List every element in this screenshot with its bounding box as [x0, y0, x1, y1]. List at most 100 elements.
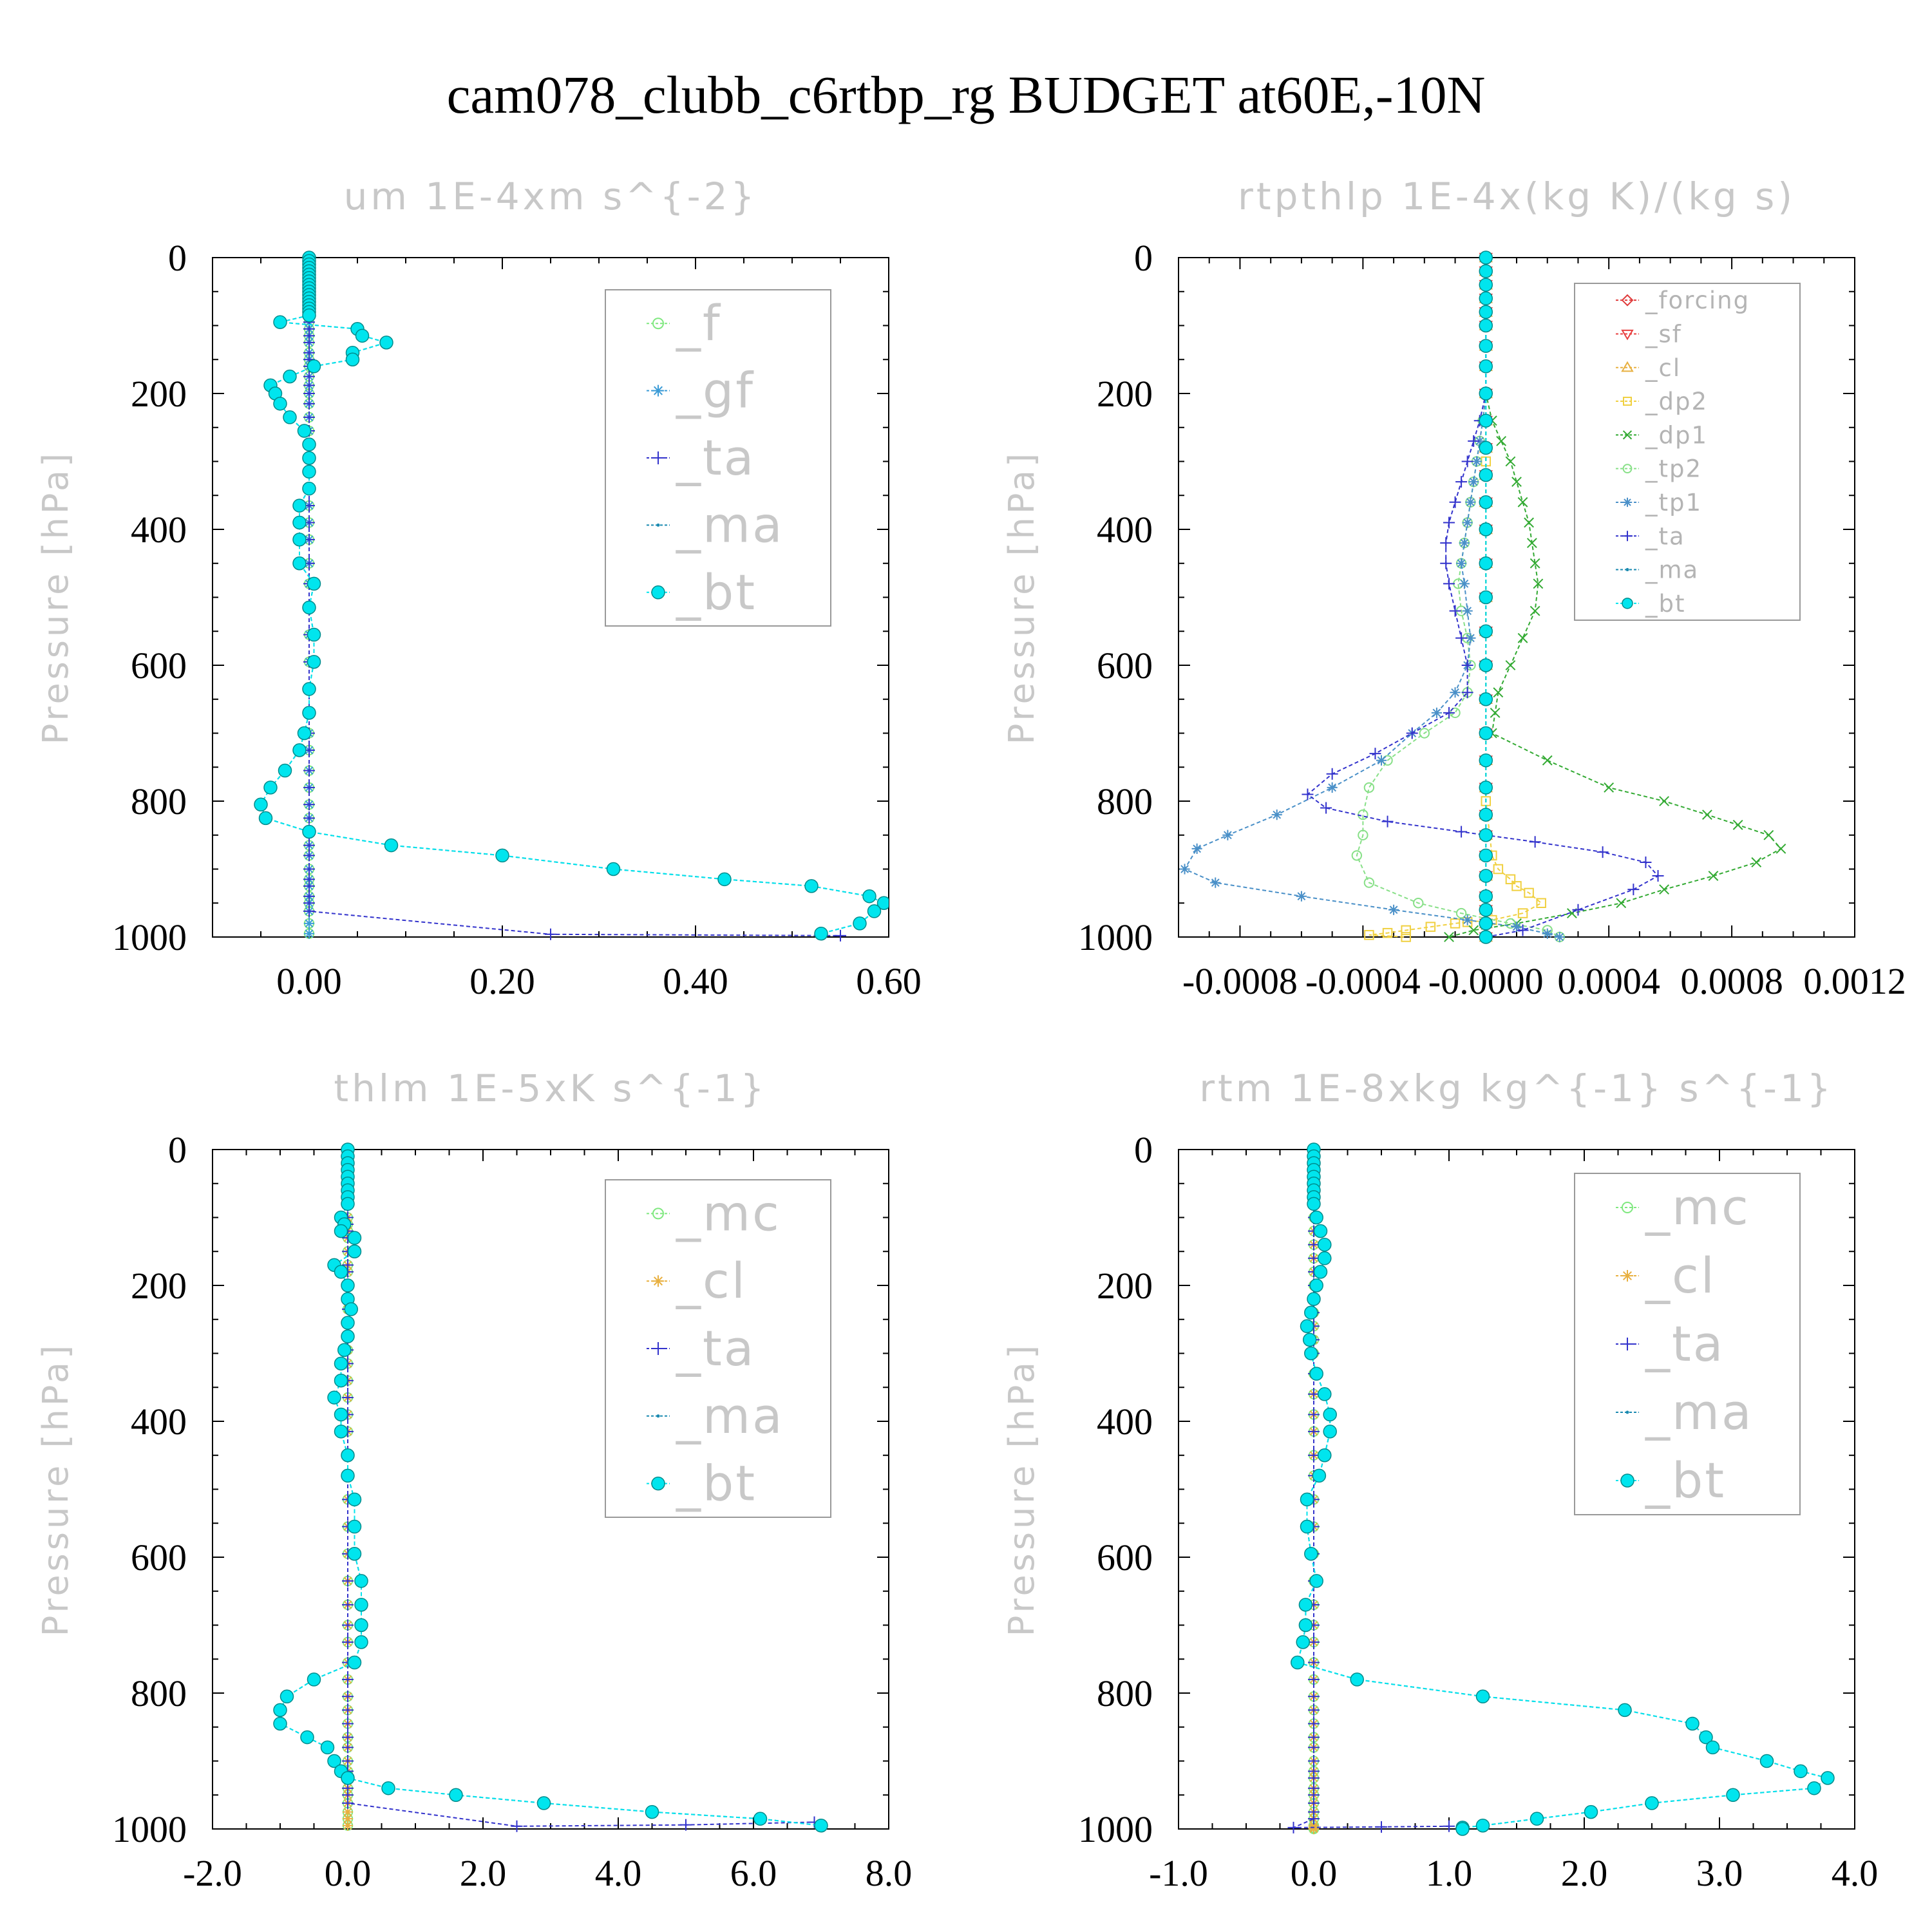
data-point-ta	[1308, 1636, 1320, 1648]
data-point-ta	[342, 1690, 354, 1703]
data-point-bt	[1309, 1367, 1323, 1381]
data-point-bt	[254, 797, 268, 812]
data-point-dp1	[1702, 810, 1712, 820]
legend-marker	[1621, 361, 1634, 372]
data-point-bt	[1479, 495, 1493, 509]
x-tick-label: 2.0	[460, 1852, 507, 1894]
y-tick-label: 1000	[1078, 1808, 1153, 1850]
data-point-tp1	[1462, 914, 1473, 925]
data-point-bt	[302, 682, 316, 696]
data-point-bt	[347, 1244, 362, 1258]
legend-marker	[1620, 1473, 1634, 1488]
data-point-bt	[1479, 264, 1493, 278]
data-point-tp1	[1542, 928, 1553, 939]
data-point-bt	[327, 1754, 341, 1768]
data-point-dp1	[1763, 829, 1774, 840]
data-point-bt	[1300, 1319, 1314, 1334]
data-point-bt	[1479, 413, 1493, 428]
y-axis-label: Pressure [hPa]	[35, 1342, 76, 1636]
data-point-ta	[303, 764, 315, 777]
data-point-ta	[342, 1392, 354, 1404]
legend: _mc _cl _ta _ma _bt	[605, 1179, 831, 1518]
data-point-bt	[717, 872, 732, 887]
data-point-bt	[1479, 386, 1493, 401]
data-point-dp2	[1493, 864, 1504, 875]
data-point-ta	[1308, 1238, 1320, 1251]
y-tick-label: 0	[168, 1129, 187, 1171]
legend-marker	[652, 1275, 664, 1287]
data-point-tp2	[1419, 728, 1430, 739]
chart-panel-3: thlm 1E-5xK s^{-1} Pressure [hPa] 0 200 400 6…	[35, 1066, 912, 1894]
data-point-bt	[1584, 1804, 1598, 1819]
legend-marker	[1621, 294, 1634, 307]
data-point-bt	[1530, 1812, 1544, 1826]
x-tick-label: 0.0	[325, 1852, 372, 1894]
data-point-bt	[1479, 916, 1493, 931]
legend: _f _gf _ta _ma _bt	[605, 289, 831, 627]
data-point-bt	[347, 1492, 362, 1507]
legend-label: _ma	[1645, 556, 1699, 584]
data-point-bt	[1309, 1278, 1323, 1293]
data-point-ta	[1308, 1408, 1320, 1421]
legend-marker	[652, 1208, 664, 1220]
data-point-ta	[835, 929, 846, 942]
series-line-ta	[1306, 258, 1660, 938]
data-point-bt	[307, 654, 321, 669]
data-point-dp2	[1524, 887, 1534, 898]
data-point-bt	[341, 1771, 355, 1785]
legend-box	[1574, 283, 1801, 621]
data-point-tp2	[1351, 850, 1363, 861]
x-tick-label: -2.0	[183, 1852, 242, 1894]
axis-ticks	[212, 257, 889, 938]
data-point-bt	[334, 1373, 348, 1388]
data-point-ta	[1369, 748, 1381, 760]
data-point-tp2	[1363, 877, 1375, 888]
y-tick-label: 200	[1097, 373, 1153, 415]
data-point-tp1	[1179, 864, 1190, 875]
data-point-bt	[1479, 869, 1493, 883]
x-tick-label: -0.0008	[1182, 960, 1298, 1002]
series-line-bt	[279, 1150, 822, 1826]
panel-title: um 1E-4xm s^{-2}	[344, 175, 758, 218]
y-tick-label: 200	[131, 1265, 187, 1307]
data-point-bt	[449, 1788, 463, 1802]
y-tick-label: 1000	[112, 916, 187, 958]
data-point-bt	[302, 464, 316, 479]
data-point-ta	[1376, 1821, 1387, 1833]
x-tick-label: 0.0	[1291, 1852, 1338, 1894]
legend-label: _ta	[676, 429, 755, 486]
data-point-ta	[1627, 884, 1640, 896]
data-point-ta	[511, 1820, 523, 1832]
data-point-bt	[341, 1329, 355, 1343]
panel-title: thlm 1E-5xK s^{-1}	[334, 1066, 767, 1110]
data-point-bt	[273, 397, 287, 411]
data-point-ta	[342, 1673, 354, 1685]
axis-ticks	[212, 1149, 889, 1830]
legend-label: _mc	[676, 1184, 781, 1242]
legend-marker	[1625, 568, 1629, 572]
data-point-bt	[1298, 1618, 1313, 1633]
data-point-bt	[341, 1197, 355, 1211]
x-tick-label: 0.00	[276, 960, 342, 1002]
data-point-gf	[303, 928, 315, 939]
data-point-bt	[1807, 1781, 1821, 1795]
y-tick-label: 600	[1097, 1537, 1153, 1578]
data-point-bt	[341, 1278, 355, 1293]
data-point-bt	[302, 706, 316, 720]
x-tick-label: 2.0	[1561, 1852, 1608, 1894]
data-point-ta	[1308, 1755, 1320, 1767]
legend-marker	[1623, 397, 1632, 406]
data-point-tp2	[1358, 829, 1368, 840]
data-point-tp1	[1468, 477, 1479, 488]
data-point-dp2	[1517, 908, 1528, 918]
data-point-dp2	[1511, 881, 1522, 891]
data-point-bt	[1794, 1764, 1808, 1779]
data-point-bt	[1350, 1672, 1364, 1687]
data-point-tp2	[1455, 907, 1467, 919]
x-tick-label: -0.0000	[1428, 960, 1544, 1002]
data-point-bt	[1479, 305, 1493, 319]
data-point-bt	[1312, 1468, 1327, 1483]
legend-label: _tp2	[1645, 455, 1702, 483]
panels: um 1E-4xm s^{-2} Pressure [hPa] 0 200 400 600…	[35, 175, 1906, 1894]
